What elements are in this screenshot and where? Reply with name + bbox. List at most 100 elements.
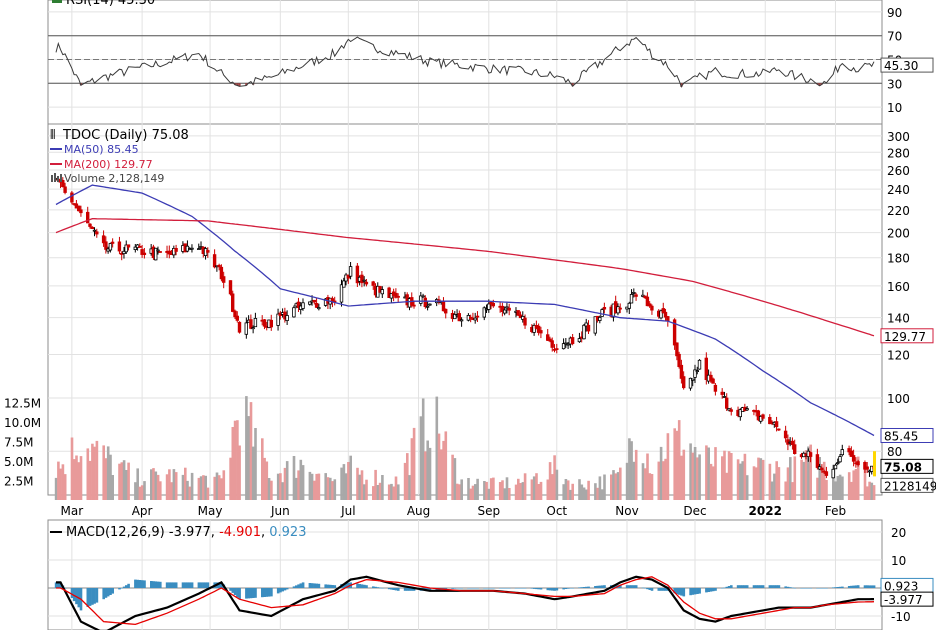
volume-bar	[109, 454, 112, 500]
macd-histogram-bar	[140, 580, 144, 588]
macd-histogram-bar	[816, 588, 819, 589]
volume-bar	[313, 480, 316, 500]
volume-bar	[340, 467, 343, 500]
candle-body	[618, 307, 622, 310]
macd-histogram-bar	[634, 585, 638, 588]
volume-bar	[329, 477, 332, 500]
macd-histogram-bar	[231, 588, 235, 593]
candle-body	[70, 192, 74, 203]
macd-histogram-bar	[125, 585, 128, 588]
volume-bar	[548, 462, 552, 500]
volume-bar	[650, 474, 654, 500]
macd-histogram-bar	[406, 588, 409, 591]
macd-histogram-bar	[485, 588, 488, 589]
time-axis-label: Sep	[477, 504, 500, 518]
macd-panel-frame	[47, 519, 883, 630]
macd-histogram-bar	[818, 588, 821, 589]
volume-bar	[498, 482, 502, 500]
candle-body	[564, 342, 568, 345]
volume-bar	[489, 478, 493, 500]
volume-bar	[292, 456, 296, 500]
macd-histogram-bar	[374, 586, 377, 588]
volume-bar	[168, 469, 171, 500]
macd-histogram-bar	[174, 582, 178, 588]
volume-bar	[546, 479, 550, 500]
time-axis-label: Oct	[546, 504, 567, 518]
volume-bar	[793, 456, 797, 500]
candle-body	[251, 327, 255, 330]
volume-bar	[251, 446, 255, 500]
volume-bar	[174, 472, 178, 500]
candle-body	[761, 414, 765, 419]
volume-bar	[249, 402, 253, 500]
volume-bar	[458, 484, 461, 500]
volume-bar	[170, 482, 173, 500]
candle-body	[548, 338, 552, 342]
volume-bar	[505, 477, 509, 500]
volume-bar	[188, 486, 192, 500]
macd-histogram-bar	[453, 588, 457, 589]
volume-bar	[426, 440, 429, 500]
volume-bar	[381, 475, 384, 500]
volume-bar	[870, 482, 874, 500]
volume-bar	[868, 481, 871, 500]
candle-body	[593, 316, 597, 334]
macd-histogram-bar	[489, 588, 493, 589]
candle-body	[840, 449, 844, 456]
volume-bar	[54, 477, 58, 500]
volume-bar	[295, 477, 298, 500]
macd-histogram-bar	[172, 582, 176, 588]
macd-histogram-bar	[517, 588, 520, 589]
volume-bar	[134, 482, 137, 500]
macd-histogram-bar	[786, 586, 790, 588]
volume-bar	[111, 475, 114, 500]
volume-bar	[104, 458, 108, 500]
volume-bar	[435, 396, 439, 500]
macd-histogram-bar	[168, 582, 171, 588]
candle-body	[95, 231, 99, 235]
candle-body	[507, 307, 511, 311]
time-axis-label: Nov	[615, 504, 638, 518]
volume-tick-label: 10.0M	[4, 416, 41, 430]
macd-histogram-bar	[197, 582, 201, 588]
macd-histogram-bar	[594, 586, 597, 588]
volume-bar	[791, 482, 794, 500]
volume-bar	[236, 420, 239, 500]
volume-bar	[57, 461, 60, 500]
macd-histogram-bar	[247, 588, 250, 599]
volume-bar	[455, 483, 459, 500]
ma200-last-tag-box	[880, 328, 934, 344]
rsi-last-tag: 45.30	[884, 59, 918, 73]
macd-histogram-bar	[102, 588, 105, 600]
candle-body	[457, 313, 461, 322]
macd-histogram-bar	[295, 585, 298, 588]
macd-histogram-bar	[403, 588, 407, 591]
volume-bar	[847, 472, 851, 500]
close-last-tag-box	[880, 458, 934, 474]
macd-histogram-bar	[308, 583, 312, 588]
macd-histogram-bar	[555, 588, 559, 591]
rsi-tick-label: 70	[887, 30, 902, 44]
macd-last-tag: -3.977	[884, 593, 923, 607]
volume-bar	[503, 488, 507, 500]
macd-histogram-bar	[122, 586, 126, 588]
candle-body	[296, 301, 301, 309]
macd-histogram-bar	[109, 588, 112, 595]
volume-bar	[501, 480, 504, 500]
candle-body	[502, 309, 507, 314]
macd-histogram-bar	[358, 584, 361, 588]
macd-histogram-bar	[822, 588, 826, 589]
macd-histogram-bar	[143, 580, 146, 588]
volume-bar	[535, 473, 538, 500]
candle-body	[849, 450, 853, 457]
macd-histogram-bar	[705, 588, 708, 593]
volume-bar	[596, 487, 599, 500]
macd-histogram-bar	[730, 585, 733, 588]
candle-body	[342, 280, 346, 288]
macd-histogram-bar	[492, 588, 495, 589]
volume-bar	[140, 485, 144, 500]
candle-body	[836, 462, 840, 465]
close-last-tag: 75.08	[884, 460, 922, 474]
candle-body	[713, 384, 718, 392]
